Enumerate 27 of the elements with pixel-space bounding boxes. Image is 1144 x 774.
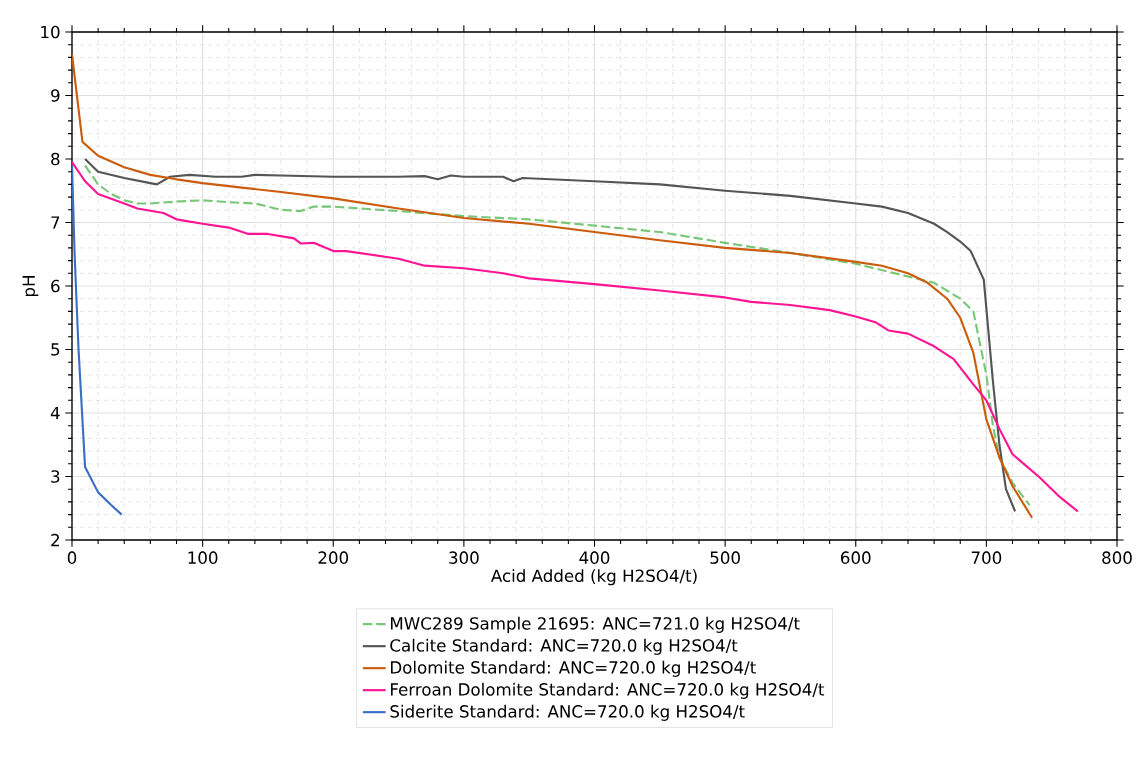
x-tick-label: 100 xyxy=(188,551,218,564)
x-tick-label: 500 xyxy=(710,551,740,564)
y-axis-title: pH xyxy=(22,276,39,297)
x-tick-label: 700 xyxy=(971,551,1002,564)
legend-label: Siderite Standard: ANC=720.0 kg H2SO4/t xyxy=(390,704,745,721)
x-tick-label: 800 xyxy=(1102,551,1132,564)
legend-label: Dolomite Standard: ANC=720.0 kg H2SO4/t xyxy=(391,660,756,677)
y-tick-label: 6 xyxy=(51,279,60,293)
x-tick-label: 0 xyxy=(67,551,77,564)
legend-label: Calcite Standard: ANC=720.0 kg H2SO4/t xyxy=(390,638,738,655)
x-tick-label: 200 xyxy=(318,551,349,564)
x-tick-label: 300 xyxy=(449,551,479,564)
y-tick-label: 9 xyxy=(51,89,60,102)
y-tick-label: 2 xyxy=(51,533,59,547)
y-tick-label: 8 xyxy=(51,152,60,166)
x-tick-label: 600 xyxy=(841,551,871,564)
y-tick-label: 3 xyxy=(51,470,60,483)
legend-label: Ferroan Dolomite Standard: ANC=720.0 kg H2SO4/t xyxy=(391,682,825,699)
line-series xyxy=(72,164,123,516)
x-tick-label: 400 xyxy=(579,551,610,564)
legend-label: MWC289 Sample 21695: ANC=721.0 kg H2SO4/t xyxy=(391,616,800,633)
y-tick-label: 7 xyxy=(51,216,60,229)
y-tick-label: 4 xyxy=(50,406,60,420)
y-tick-label: 10 xyxy=(41,25,60,39)
y-tick-label: 5 xyxy=(51,343,60,356)
x-axis-title: Acid Added (kg H2SO4/t) xyxy=(490,569,697,586)
line-series xyxy=(72,53,1034,519)
